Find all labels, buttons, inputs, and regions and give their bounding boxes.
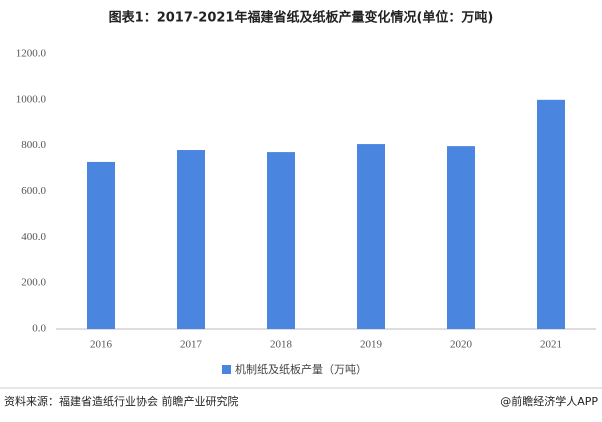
x-tick-label: 2017	[180, 339, 203, 351]
y-tick-label: 1000.0	[16, 93, 47, 105]
bar	[177, 150, 205, 329]
y-tick-label: 0.0	[32, 323, 46, 335]
x-tick-label: 2021	[540, 339, 562, 351]
y-tick-label: 800.0	[21, 139, 46, 151]
bar	[357, 144, 385, 329]
bar	[87, 161, 115, 329]
credit: @前瞻经济学人APP	[500, 394, 598, 408]
x-tick-label: 2016	[90, 339, 113, 351]
y-tick-label: 400.0	[21, 231, 46, 243]
legend-swatch	[222, 365, 231, 374]
bar	[267, 152, 295, 329]
x-tick-label: 2020	[450, 339, 473, 351]
bar	[447, 146, 475, 329]
x-tick-label: 2018	[270, 339, 293, 351]
bar	[537, 99, 565, 329]
legend-label: 机制纸及纸板产量（万吨）	[235, 362, 367, 376]
y-tick-label: 600.0	[21, 185, 46, 197]
y-tick-label: 200.0	[21, 277, 46, 289]
chart-title: 图表1：2017-2021年福建省纸及纸板产量变化情况(单位：万吨)	[109, 10, 494, 26]
y-tick-label: 1200.0	[16, 48, 47, 60]
source-note: 资料来源：福建省造纸行业协会 前瞻产业研究院	[4, 394, 239, 408]
x-tick-label: 2019	[360, 339, 383, 351]
